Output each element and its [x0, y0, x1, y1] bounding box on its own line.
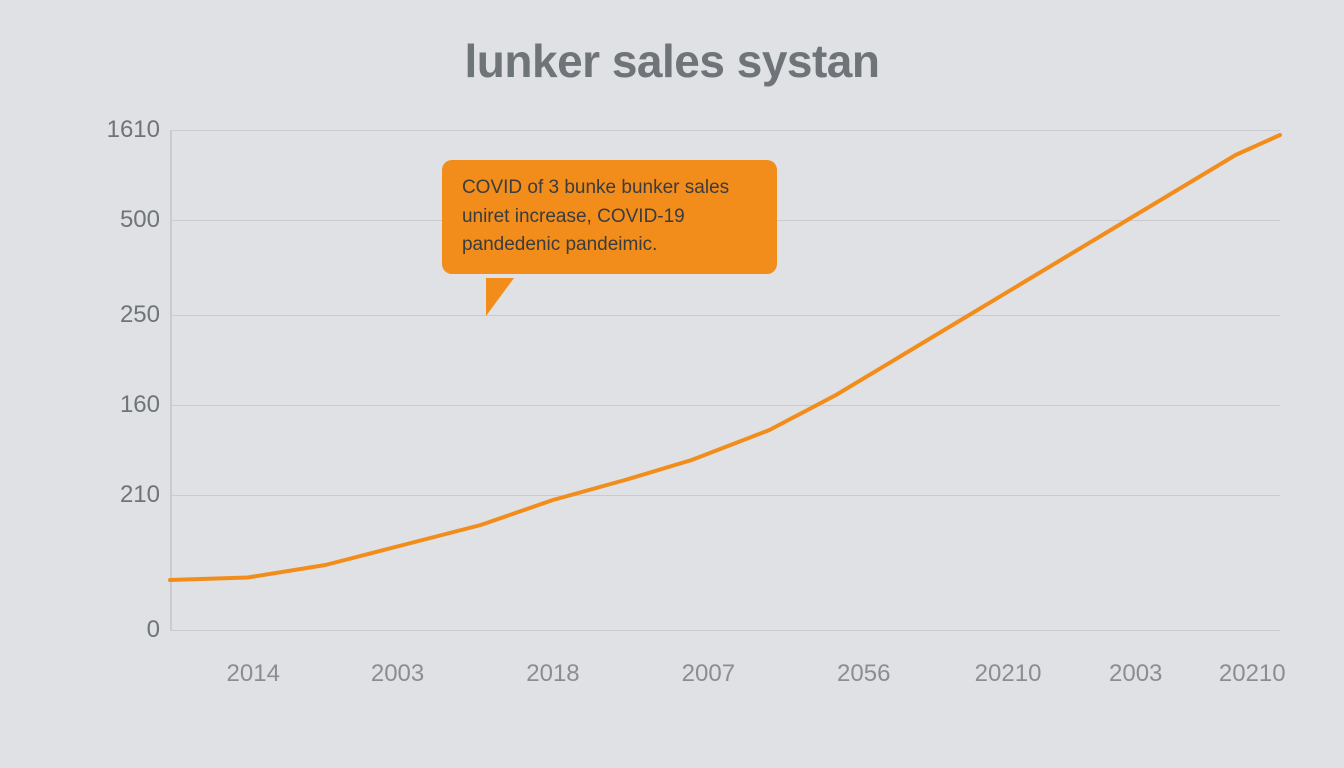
annotation-callout: COVID of 3 bunke bunker sales uniret inc… — [442, 160, 777, 274]
x-tick-label: 2003 — [1109, 660, 1162, 688]
x-tick-label: 2007 — [682, 660, 735, 688]
x-tick-label: 20210 — [975, 660, 1042, 688]
y-tick-label: 160 — [100, 391, 160, 419]
x-tick-label: 2018 — [526, 660, 579, 688]
x-tick-label: 2056 — [837, 660, 890, 688]
x-tick-label: 2003 — [371, 660, 424, 688]
plot-region: COVID of 3 bunke bunker sales uniret inc… — [170, 130, 1280, 630]
y-tick-label: 0 — [100, 616, 160, 644]
gridline — [170, 630, 1280, 631]
y-tick-label: 1610 — [100, 116, 160, 144]
y-tick-label: 500 — [100, 206, 160, 234]
y-tick-label: 250 — [100, 301, 160, 329]
x-tick-label: 20210 — [1219, 660, 1286, 688]
annotation-callout-tail — [486, 278, 514, 316]
x-tick-label: 2014 — [227, 660, 280, 688]
chart-title: lunker sales systan — [0, 0, 1344, 88]
chart-area: 16105002501602100 COVID of 3 bunke bunke… — [100, 130, 1280, 630]
y-tick-label: 210 — [100, 481, 160, 509]
